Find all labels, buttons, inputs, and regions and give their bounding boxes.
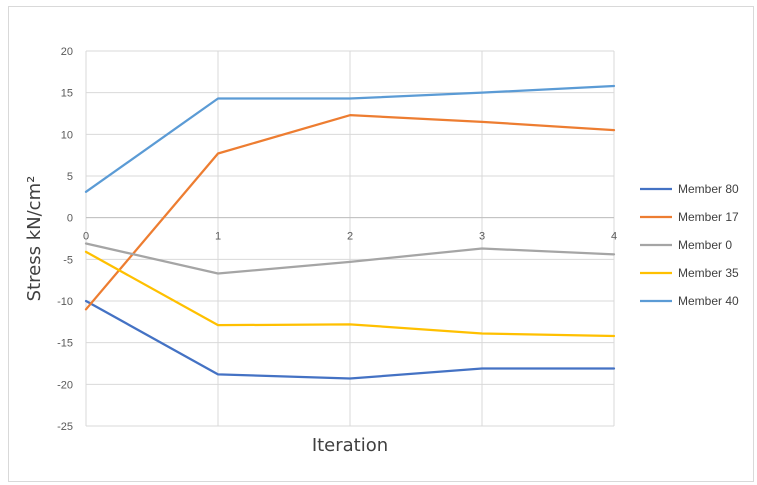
y-tick-label: -5	[63, 254, 73, 266]
series-line	[84, 250, 616, 338]
x-tick-label: 3	[479, 231, 485, 243]
series-line	[84, 84, 616, 193]
legend-label: Member 40	[678, 294, 739, 308]
y-tick-label: 10	[61, 129, 73, 141]
legend-label: Member 80	[678, 182, 739, 196]
legend-label: Member 0	[678, 238, 732, 252]
x-axis-title: Iteration	[312, 435, 388, 456]
series-line	[84, 242, 616, 275]
x-tick-label: 0	[83, 231, 89, 243]
series-line	[84, 299, 616, 380]
x-tick-label: 2	[347, 231, 353, 243]
legend-label: Member 35	[678, 266, 739, 280]
y-tick-label: -10	[57, 296, 73, 308]
legend-label: Member 17	[678, 210, 739, 224]
y-axis-title: Stress kN/cm²	[24, 176, 45, 302]
x-tick-label: 4	[611, 231, 617, 243]
y-tick-label: -20	[57, 379, 73, 391]
series-line	[84, 114, 616, 311]
y-tick-label: 5	[67, 171, 73, 183]
chart-frame	[8, 6, 754, 482]
y-tick-label: 0	[67, 213, 73, 225]
x-tick-label: 1	[215, 231, 221, 243]
y-tick-label: -15	[57, 338, 73, 350]
y-tick-label: 15	[61, 88, 73, 100]
y-tick-label: -25	[57, 421, 73, 433]
y-tick-label: 20	[61, 46, 73, 58]
